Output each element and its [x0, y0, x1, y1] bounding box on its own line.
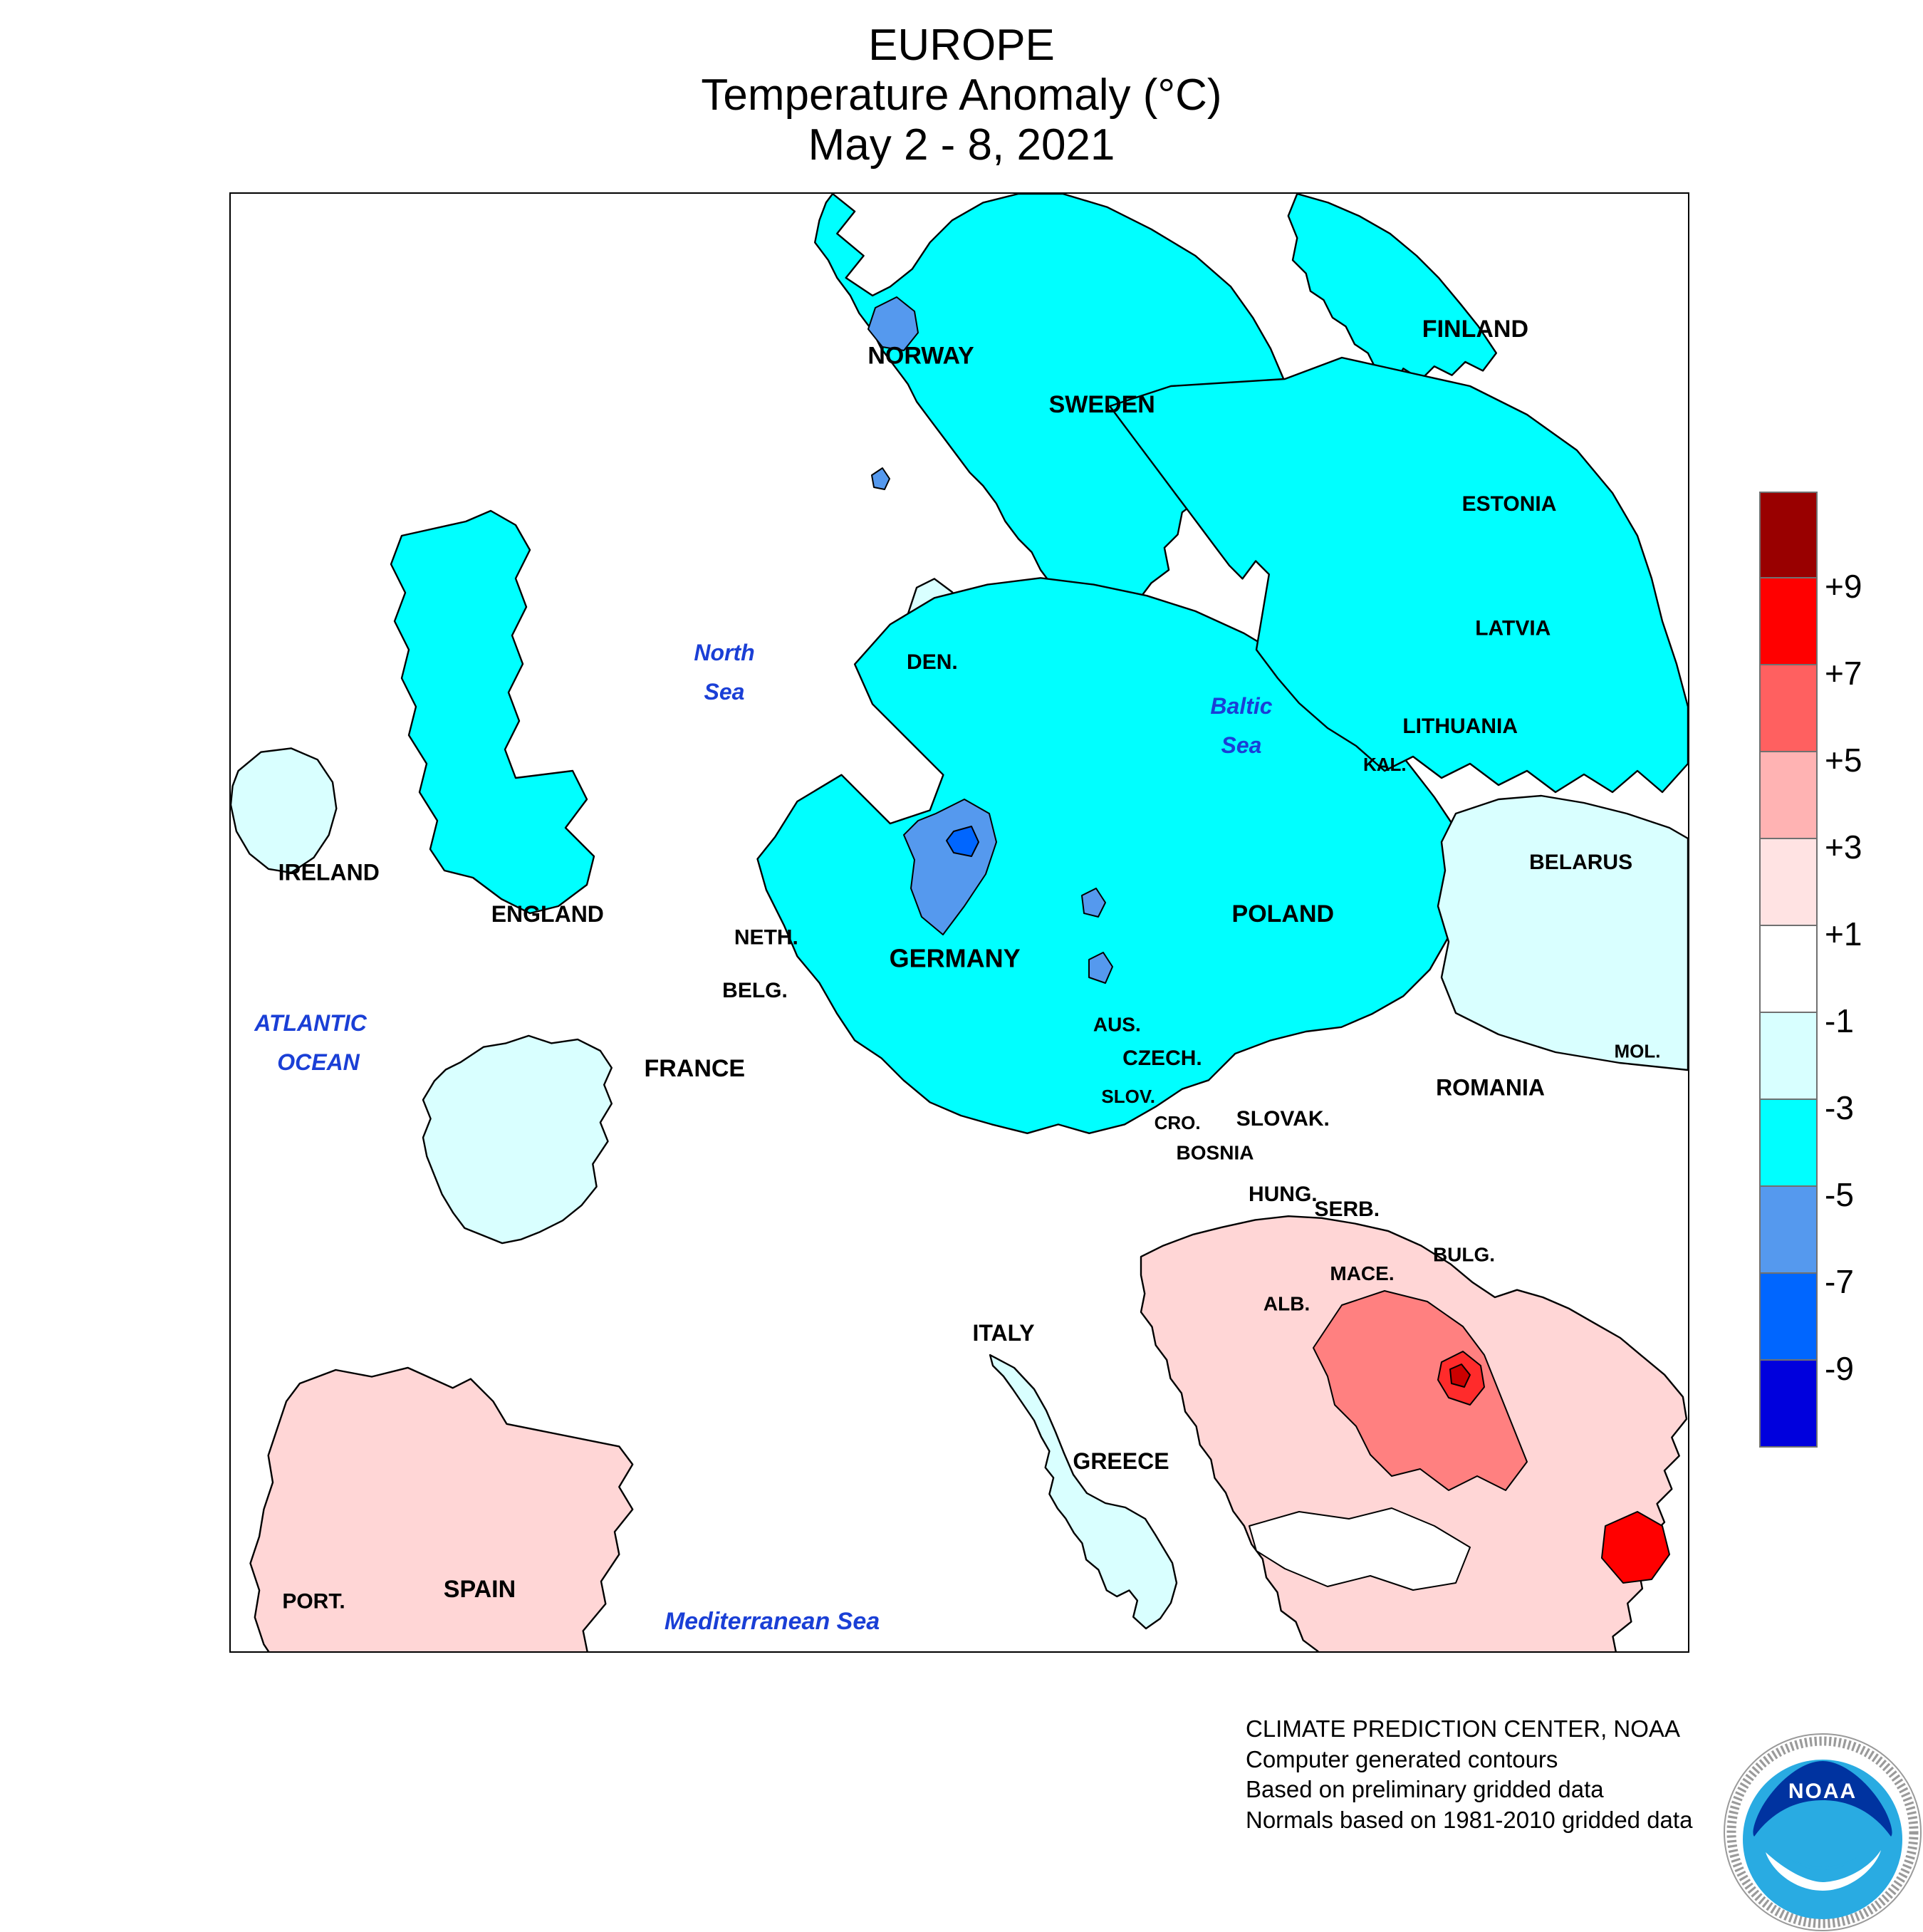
svg-text:NOAA: NOAA — [1788, 1780, 1857, 1803]
svg-text:Sea: Sea — [704, 679, 745, 705]
svg-text:ATLANTIC: ATLANTIC — [254, 1010, 367, 1036]
svg-text:SLOV.: SLOV. — [1101, 1086, 1155, 1107]
svg-text:ITALY: ITALY — [972, 1320, 1034, 1346]
svg-text:ESTONIA: ESTONIA — [1462, 492, 1557, 516]
svg-text:BULG.: BULG. — [1433, 1244, 1495, 1266]
svg-text:NORWAY: NORWAY — [867, 342, 974, 369]
svg-text:BELG.: BELG. — [722, 979, 788, 1002]
svg-text:OCEAN: OCEAN — [277, 1049, 360, 1075]
svg-text:LITHUANIA: LITHUANIA — [1402, 715, 1518, 738]
svg-text:KAL.: KAL. — [1363, 754, 1407, 775]
svg-text:ENGLAND: ENGLAND — [491, 901, 604, 927]
svg-text:FRANCE: FRANCE — [644, 1055, 745, 1082]
svg-text:SWEDEN: SWEDEN — [1049, 391, 1155, 418]
svg-text:AUS.: AUS. — [1093, 1014, 1141, 1036]
svg-text:GREECE: GREECE — [1073, 1448, 1169, 1474]
svg-text:DEN.: DEN. — [907, 650, 958, 674]
svg-text:HUNG.: HUNG. — [1249, 1183, 1318, 1206]
svg-text:IRELAND: IRELAND — [278, 860, 380, 886]
svg-text:NETH.: NETH. — [734, 926, 798, 950]
svg-text:BOSNIA: BOSNIA — [1177, 1142, 1254, 1164]
svg-text:Sea: Sea — [1221, 732, 1262, 758]
svg-text:GERMANY: GERMANY — [890, 944, 1021, 973]
svg-text:SPAIN: SPAIN — [444, 1576, 516, 1603]
svg-text:CRO.: CRO. — [1155, 1112, 1201, 1133]
svg-text:FINLAND: FINLAND — [1422, 316, 1528, 343]
svg-text:POLAND: POLAND — [1232, 900, 1335, 928]
svg-text:SERB.: SERB. — [1314, 1198, 1380, 1221]
svg-text:LATVIA: LATVIA — [1475, 617, 1551, 640]
svg-text:BELARUS: BELARUS — [1529, 851, 1632, 874]
svg-text:ALB.: ALB. — [1263, 1292, 1310, 1314]
svg-text:ROMANIA: ROMANIA — [1436, 1075, 1545, 1101]
svg-text:Baltic: Baltic — [1210, 693, 1272, 719]
svg-text:Mediterranean Sea: Mediterranean Sea — [665, 1608, 880, 1635]
svg-text:PORT.: PORT. — [282, 1590, 345, 1614]
svg-text:MACE.: MACE. — [1330, 1262, 1394, 1284]
svg-text:North: North — [694, 640, 754, 665]
svg-text:SLOVAK.: SLOVAK. — [1236, 1107, 1330, 1131]
svg-text:CZECH.: CZECH. — [1122, 1046, 1202, 1070]
svg-text:MOL.: MOL. — [1615, 1041, 1661, 1062]
